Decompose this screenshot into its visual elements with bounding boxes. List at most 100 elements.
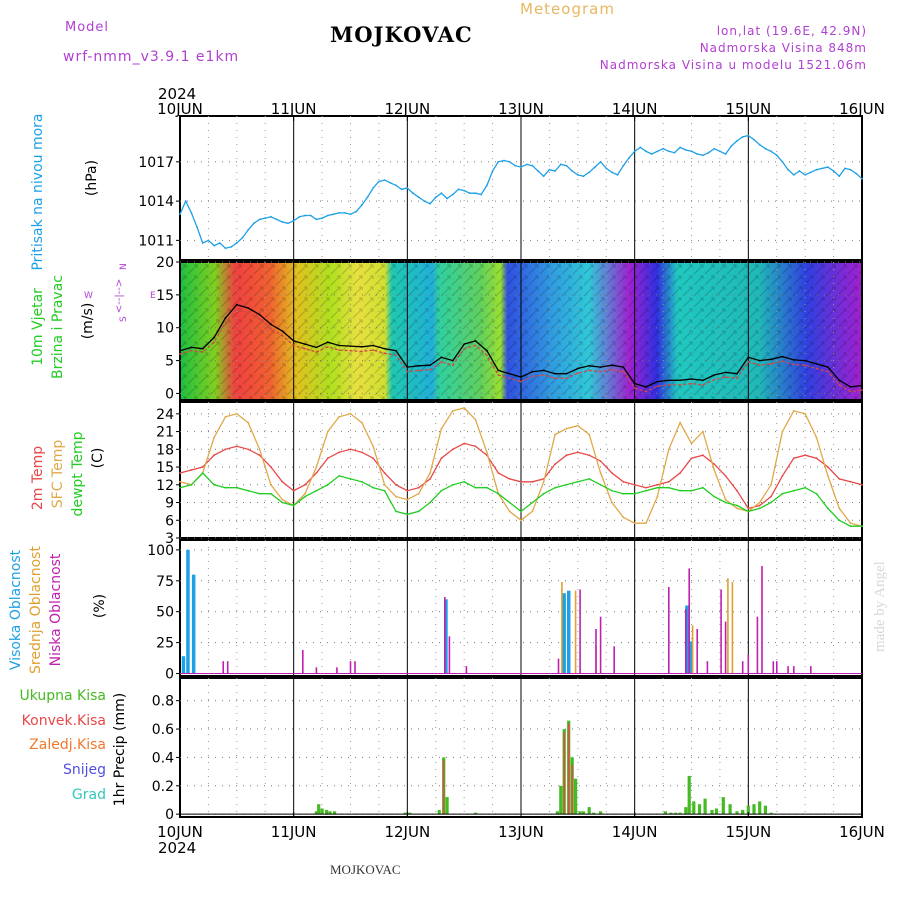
data-point — [696, 153, 699, 155]
data-point — [565, 377, 568, 380]
data-point — [361, 350, 363, 353]
data-point — [321, 217, 323, 220]
data-point — [463, 407, 466, 409]
data-point — [395, 483, 397, 486]
y-tick-label: 50 — [156, 605, 174, 621]
data-point — [809, 171, 812, 174]
data-point — [679, 146, 681, 149]
data-point — [508, 501, 511, 504]
data-point — [747, 507, 750, 510]
data-point — [531, 510, 534, 513]
bar-visokaoblacnost — [567, 590, 571, 674]
data-point — [349, 448, 352, 451]
data-point — [224, 321, 227, 324]
data-point — [656, 150, 659, 153]
x-tick-label-top: 11JUN — [271, 100, 317, 118]
data-point — [633, 382, 636, 385]
data-point — [417, 492, 420, 495]
data-point — [179, 213, 181, 216]
data-point — [440, 457, 443, 460]
data-point — [588, 433, 591, 436]
data-point — [440, 361, 443, 363]
data-point — [815, 436, 818, 439]
data-point — [474, 486, 477, 489]
data-point — [497, 374, 500, 376]
bar-niskaoblacnost — [720, 589, 722, 674]
data-point — [201, 351, 204, 353]
data-point — [315, 489, 318, 492]
data-point — [815, 367, 818, 370]
data-point — [451, 193, 454, 196]
data-point — [190, 349, 193, 352]
data-point — [736, 507, 738, 510]
data-point — [361, 345, 363, 348]
data-point — [622, 370, 625, 373]
data-point — [213, 436, 216, 439]
data-point — [849, 525, 852, 528]
wind-ylabel-1: 10m Vjetar — [30, 288, 46, 366]
data-point — [258, 218, 261, 221]
precip-legend-1: Konvek.Kisa — [22, 713, 106, 729]
data-point — [395, 354, 397, 357]
data-point — [713, 469, 716, 471]
bar-niskaoblacnost — [696, 629, 698, 674]
data-point — [315, 472, 318, 474]
data-point — [622, 492, 625, 495]
data-point — [713, 147, 716, 150]
bar-niskaoblacnost — [222, 661, 224, 674]
station-title: MOJKOVAC — [330, 22, 473, 47]
data-point — [326, 483, 329, 486]
data-point — [463, 189, 466, 192]
bar-ukupnakisa — [752, 804, 756, 815]
data-point — [656, 483, 659, 486]
data-point — [770, 483, 772, 486]
y-tick-label: 100 — [147, 543, 174, 559]
data-point — [827, 507, 829, 510]
bar-niskaoblacnost — [557, 658, 560, 674]
data-point — [758, 143, 761, 146]
data-point — [781, 360, 784, 363]
data-point — [406, 187, 409, 189]
y-tick-label: 12 — [156, 478, 174, 494]
data-point — [281, 334, 284, 337]
y-tick-label: 1014 — [138, 194, 174, 210]
data-point — [684, 149, 687, 151]
y-tick-label: 0 — [165, 667, 174, 683]
data-point — [792, 489, 795, 492]
data-point — [281, 330, 284, 332]
bar-ukupnakisa — [408, 812, 412, 815]
bar-niskaoblacnost — [724, 621, 727, 674]
data-point — [315, 346, 318, 349]
data-point — [520, 376, 522, 378]
data-point — [849, 168, 852, 171]
x-tick-label-bottom: 12JUN — [384, 823, 430, 841]
bar-niskaoblacnost — [756, 616, 759, 674]
data-point — [201, 347, 204, 350]
x-tick-label-top: 12JUN — [384, 100, 430, 118]
bar-niskaoblacnost — [761, 566, 763, 674]
data-point — [622, 366, 625, 368]
data-point — [451, 410, 454, 412]
data-point — [804, 454, 807, 457]
data-point — [838, 507, 841, 510]
data-point — [429, 368, 431, 371]
data-point — [190, 212, 193, 214]
data-point — [179, 486, 181, 489]
data-point — [417, 369, 420, 372]
data-point — [815, 457, 818, 460]
data-point — [838, 478, 841, 480]
data-point — [292, 219, 295, 222]
data-point — [781, 355, 784, 358]
precip-ylabel: 1hr Precip (mm) — [112, 693, 128, 806]
data-point — [338, 415, 340, 418]
data-point — [184, 200, 187, 203]
bar-visokaoblacnost — [181, 656, 186, 674]
data-point — [281, 480, 284, 483]
data-point — [179, 480, 181, 483]
data-point — [576, 367, 579, 370]
data-point — [758, 504, 761, 507]
data-point — [224, 486, 227, 489]
bar-ukupnakisa — [678, 812, 682, 815]
data-point — [326, 345, 329, 348]
